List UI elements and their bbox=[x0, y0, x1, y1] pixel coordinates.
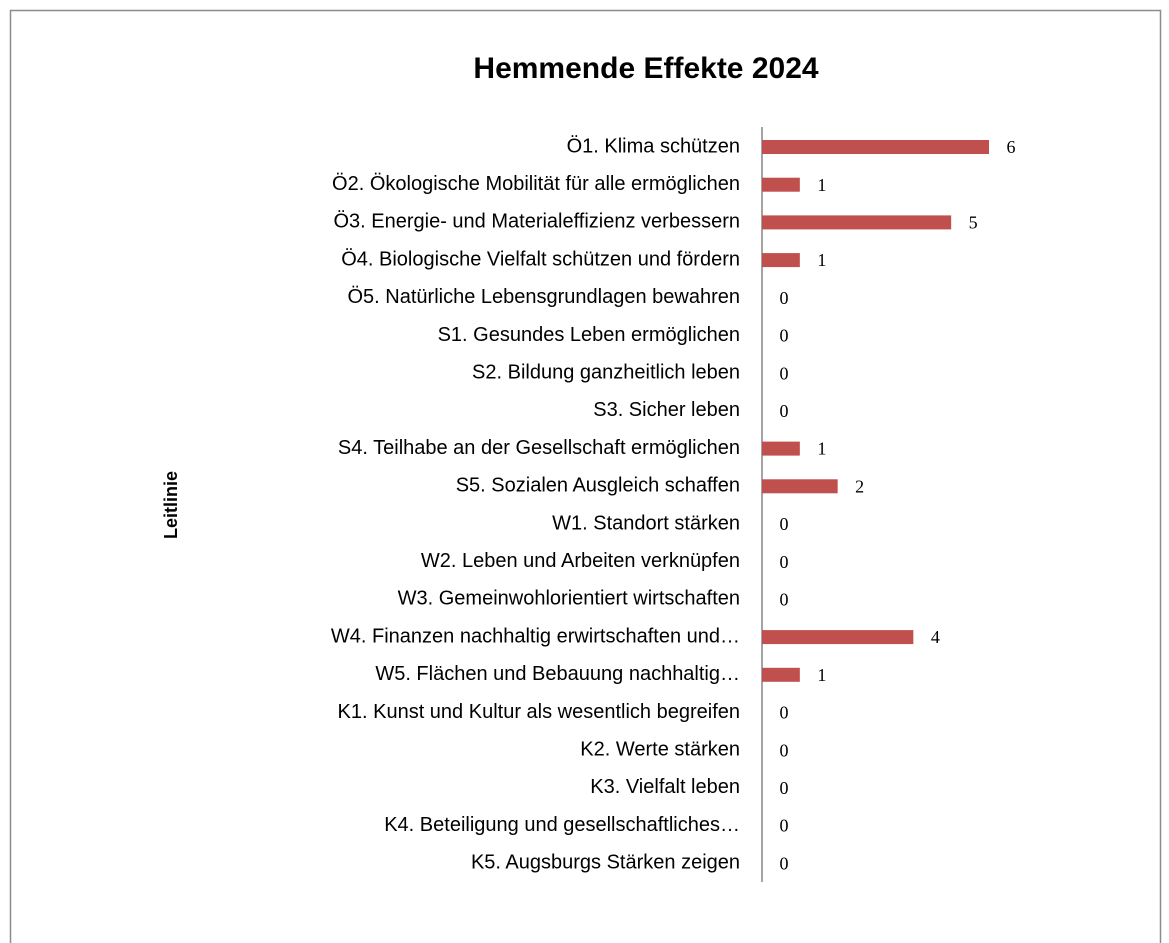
category-label: W1. Standort stärken bbox=[552, 512, 740, 534]
bar bbox=[762, 140, 989, 154]
bar bbox=[762, 441, 800, 456]
bar bbox=[762, 177, 800, 192]
bar bbox=[762, 215, 952, 230]
value-label: 1 bbox=[817, 665, 826, 685]
category-label: S4. Teilhabe an der Gesellschaft ermögli… bbox=[338, 437, 740, 459]
value-label: 1 bbox=[817, 250, 826, 270]
chart-border bbox=[9, 9, 1162, 943]
category-label: S2. Bildung ganzheitlich leben bbox=[472, 361, 740, 383]
bar bbox=[762, 479, 838, 494]
category-label: K5. Augsburgs Stärken zeigen bbox=[471, 852, 740, 874]
value-label: 0 bbox=[780, 363, 789, 383]
value-label: 0 bbox=[780, 552, 789, 572]
category-label: W5. Flächen und Bebauung nachhaltig… bbox=[375, 663, 740, 685]
value-label: 0 bbox=[780, 740, 789, 760]
category-label: K2. Werte stärken bbox=[580, 738, 740, 760]
category-label: Ö4. Biologische Vielfalt schützen und fö… bbox=[341, 248, 740, 270]
category-label: Ö3. Energie- und Materialeffizienz verbe… bbox=[333, 211, 740, 233]
category-label: Ö2. Ökologische Mobilität für alle ermög… bbox=[332, 173, 740, 195]
category-label: Ö5. Natürliche Lebensgrundlagen bewahren bbox=[348, 286, 741, 308]
bar bbox=[762, 667, 800, 682]
category-label: W2. Leben und Arbeiten verknüpfen bbox=[421, 550, 740, 572]
category-label: S3. Sicher leben bbox=[593, 399, 740, 421]
bar bbox=[762, 253, 800, 268]
category-label: K3. Vielfalt leben bbox=[590, 776, 740, 798]
value-label: 0 bbox=[780, 590, 789, 610]
value-label: 0 bbox=[780, 288, 789, 308]
value-label: 0 bbox=[780, 401, 789, 421]
value-label: 5 bbox=[969, 213, 978, 233]
value-label: 0 bbox=[780, 326, 789, 346]
value-label: 0 bbox=[780, 514, 789, 534]
category-label: W3. Gemeinwohlorientiert wirtschaften bbox=[398, 588, 740, 610]
category-label: K1. Kunst und Kultur als wesentlich begr… bbox=[338, 701, 740, 723]
value-label: 0 bbox=[780, 703, 789, 723]
category-label: S5. Sozialen Ausgleich schaffen bbox=[456, 475, 740, 497]
value-label: 2 bbox=[855, 476, 864, 496]
value-label: 0 bbox=[780, 778, 789, 798]
value-label: 4 bbox=[931, 627, 940, 647]
value-label: 6 bbox=[1007, 137, 1016, 157]
category-label: Ö1. Klima schützen bbox=[567, 135, 740, 157]
value-label: 1 bbox=[817, 439, 826, 459]
y-axis-label: Leitlinie bbox=[161, 471, 181, 539]
category-label: W4. Finanzen nachhaltig erwirtschaften u… bbox=[331, 625, 740, 647]
category-label: S1. Gesundes Leben ermöglichen bbox=[438, 324, 740, 346]
chart-title: Hemmende Effekte 2024 bbox=[473, 52, 818, 85]
bar bbox=[762, 630, 914, 645]
value-label: 0 bbox=[780, 853, 789, 873]
value-label: 1 bbox=[817, 175, 826, 195]
value-label: 0 bbox=[780, 816, 789, 836]
category-label: K4. Beteiligung und gesellschaftliches… bbox=[384, 814, 740, 836]
